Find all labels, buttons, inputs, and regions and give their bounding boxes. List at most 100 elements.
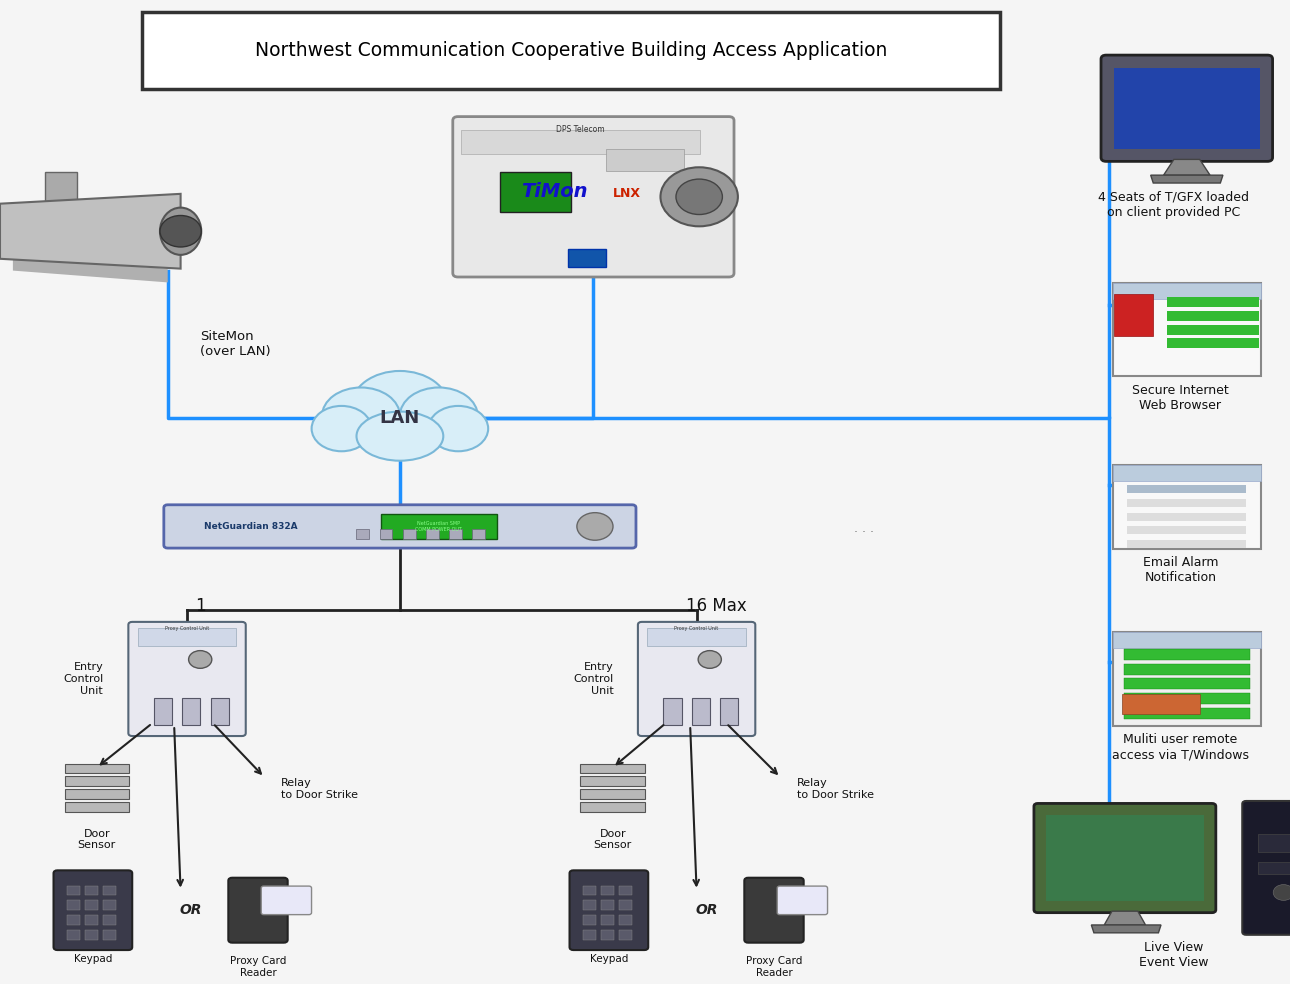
- FancyBboxPatch shape: [1127, 485, 1246, 493]
- Circle shape: [660, 167, 738, 226]
- FancyBboxPatch shape: [138, 628, 236, 646]
- FancyBboxPatch shape: [1112, 282, 1262, 298]
- Ellipse shape: [312, 406, 372, 452]
- FancyBboxPatch shape: [1124, 679, 1250, 689]
- FancyBboxPatch shape: [154, 698, 172, 725]
- FancyBboxPatch shape: [1124, 649, 1250, 659]
- FancyBboxPatch shape: [164, 505, 636, 548]
- FancyBboxPatch shape: [64, 789, 129, 799]
- Polygon shape: [0, 194, 181, 269]
- FancyBboxPatch shape: [64, 802, 129, 812]
- Text: Email Alarm
Notification: Email Alarm Notification: [1143, 556, 1218, 584]
- FancyBboxPatch shape: [1258, 862, 1290, 874]
- FancyBboxPatch shape: [103, 930, 116, 940]
- Text: Relay
to Door Strike: Relay to Door Strike: [281, 778, 359, 800]
- FancyBboxPatch shape: [720, 698, 738, 725]
- Polygon shape: [1164, 159, 1210, 175]
- FancyBboxPatch shape: [1242, 801, 1290, 935]
- Text: Secure Internet
Web Browser: Secure Internet Web Browser: [1133, 384, 1229, 411]
- Ellipse shape: [160, 208, 201, 255]
- FancyBboxPatch shape: [53, 870, 132, 951]
- FancyBboxPatch shape: [1127, 540, 1246, 548]
- FancyBboxPatch shape: [356, 529, 369, 539]
- FancyBboxPatch shape: [606, 149, 684, 170]
- Text: TiMon: TiMon: [521, 182, 588, 202]
- FancyBboxPatch shape: [67, 915, 80, 925]
- FancyBboxPatch shape: [580, 776, 645, 786]
- FancyBboxPatch shape: [583, 900, 596, 910]
- Ellipse shape: [356, 411, 444, 461]
- FancyBboxPatch shape: [619, 915, 632, 925]
- Text: 1: 1: [195, 597, 205, 615]
- FancyBboxPatch shape: [142, 12, 1000, 89]
- Text: Proxy Card
Reader: Proxy Card Reader: [230, 956, 286, 978]
- Ellipse shape: [351, 371, 449, 442]
- Polygon shape: [1091, 925, 1161, 933]
- FancyBboxPatch shape: [1166, 325, 1259, 335]
- Text: Entry
Control
Unit: Entry Control Unit: [63, 662, 103, 696]
- FancyBboxPatch shape: [1127, 513, 1246, 521]
- FancyBboxPatch shape: [1166, 297, 1259, 307]
- FancyBboxPatch shape: [744, 878, 804, 943]
- FancyBboxPatch shape: [619, 886, 632, 895]
- FancyBboxPatch shape: [1166, 338, 1259, 348]
- Text: Relay
to Door Strike: Relay to Door Strike: [797, 778, 875, 800]
- FancyBboxPatch shape: [103, 900, 116, 910]
- FancyBboxPatch shape: [1112, 282, 1262, 376]
- FancyBboxPatch shape: [103, 915, 116, 925]
- Text: Muliti user remote
access via T/Windows: Muliti user remote access via T/Windows: [1112, 733, 1249, 761]
- FancyBboxPatch shape: [182, 698, 200, 725]
- Text: 16 Max: 16 Max: [685, 597, 747, 615]
- FancyBboxPatch shape: [1112, 633, 1262, 648]
- FancyBboxPatch shape: [601, 886, 614, 895]
- Text: Keypad: Keypad: [74, 954, 112, 964]
- FancyBboxPatch shape: [619, 900, 632, 910]
- Circle shape: [160, 215, 201, 247]
- FancyBboxPatch shape: [85, 886, 98, 895]
- FancyBboxPatch shape: [261, 886, 312, 915]
- FancyBboxPatch shape: [381, 514, 497, 539]
- FancyBboxPatch shape: [1127, 499, 1246, 507]
- Text: DPS Telecom: DPS Telecom: [556, 125, 605, 134]
- FancyBboxPatch shape: [501, 172, 570, 212]
- Polygon shape: [1104, 911, 1146, 925]
- FancyBboxPatch shape: [67, 886, 80, 895]
- Text: Door
Sensor: Door Sensor: [77, 829, 116, 850]
- FancyBboxPatch shape: [1127, 526, 1246, 534]
- Text: 4 Seats of T/GFX loaded
on client provided PC: 4 Seats of T/GFX loaded on client provid…: [1098, 191, 1250, 218]
- FancyBboxPatch shape: [85, 930, 98, 940]
- Text: Proxy Control Unit: Proxy Control Unit: [675, 626, 719, 632]
- FancyBboxPatch shape: [128, 622, 245, 736]
- FancyBboxPatch shape: [1112, 465, 1262, 548]
- FancyBboxPatch shape: [691, 698, 710, 725]
- Text: OR: OR: [695, 903, 719, 917]
- Text: SiteMon
(over LAN): SiteMon (over LAN): [200, 330, 271, 357]
- FancyBboxPatch shape: [663, 698, 681, 725]
- FancyBboxPatch shape: [583, 886, 596, 895]
- Circle shape: [188, 650, 212, 668]
- Circle shape: [698, 650, 721, 668]
- FancyBboxPatch shape: [228, 878, 288, 943]
- Text: Entry
Control
Unit: Entry Control Unit: [574, 662, 614, 696]
- FancyBboxPatch shape: [85, 915, 98, 925]
- FancyBboxPatch shape: [103, 886, 116, 895]
- FancyBboxPatch shape: [67, 930, 80, 940]
- FancyBboxPatch shape: [1124, 663, 1250, 675]
- Text: Proxy Control Unit: Proxy Control Unit: [165, 626, 209, 632]
- FancyBboxPatch shape: [1113, 68, 1259, 149]
- FancyBboxPatch shape: [85, 900, 98, 910]
- Polygon shape: [45, 172, 77, 204]
- Text: LNX: LNX: [613, 187, 641, 201]
- FancyBboxPatch shape: [1112, 465, 1262, 480]
- FancyBboxPatch shape: [1045, 815, 1204, 901]
- FancyBboxPatch shape: [210, 698, 228, 725]
- FancyBboxPatch shape: [569, 870, 648, 951]
- FancyBboxPatch shape: [1166, 311, 1259, 321]
- Ellipse shape: [322, 388, 400, 444]
- Polygon shape: [13, 259, 168, 282]
- FancyBboxPatch shape: [1102, 55, 1272, 161]
- FancyBboxPatch shape: [583, 915, 596, 925]
- FancyBboxPatch shape: [777, 886, 828, 915]
- FancyBboxPatch shape: [568, 249, 606, 267]
- FancyBboxPatch shape: [67, 900, 80, 910]
